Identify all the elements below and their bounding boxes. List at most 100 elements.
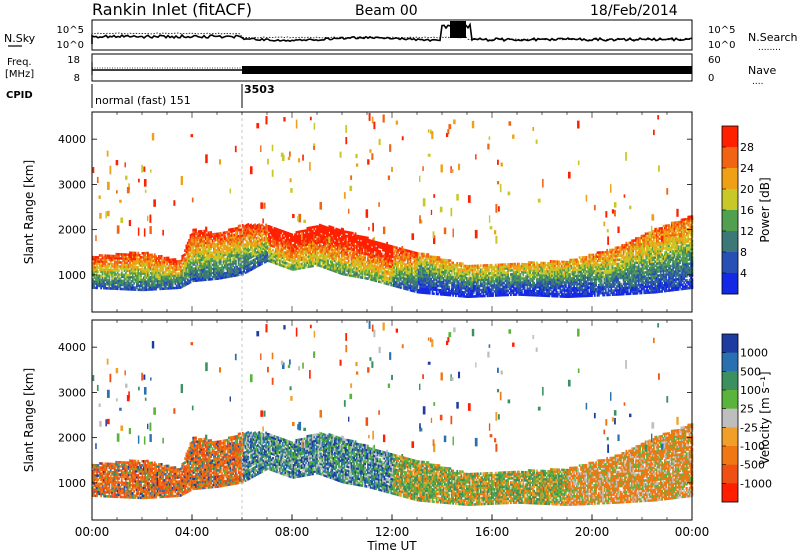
power-cell	[250, 233, 252, 237]
power-cell	[246, 252, 248, 255]
power-cell	[114, 271, 116, 274]
power-cell	[96, 286, 98, 290]
power-cell	[97, 270, 100, 273]
power-cell	[199, 256, 202, 260]
power-cell	[217, 257, 219, 260]
power-cell	[126, 259, 129, 263]
power-cell	[217, 238, 219, 242]
power-cell	[239, 238, 241, 242]
power-cell	[252, 226, 255, 229]
power-cell	[93, 282, 96, 285]
power-cell	[120, 273, 123, 277]
power-cell	[125, 253, 127, 256]
power-cell	[188, 259, 191, 262]
power-cell	[104, 264, 107, 268]
power-cell	[101, 264, 104, 268]
power-cell	[111, 275, 114, 278]
power-cell	[218, 260, 221, 264]
power-cell	[119, 253, 122, 256]
power-cell	[379, 250, 382, 253]
power-cell	[156, 273, 159, 277]
power-cell	[217, 250, 219, 254]
power-cell	[230, 250, 233, 253]
power-cell	[185, 262, 188, 266]
power-cell	[158, 279, 160, 283]
power-cell	[123, 263, 126, 266]
power-cell	[170, 276, 173, 280]
power-cell	[148, 257, 151, 261]
power-cell	[116, 254, 119, 258]
power-cell	[208, 247, 211, 251]
power-cell	[163, 258, 166, 262]
power-cell	[204, 241, 207, 245]
power-cell	[248, 242, 251, 246]
power-cell	[204, 233, 207, 237]
power-cell	[162, 279, 164, 282]
power-cell	[221, 242, 224, 245]
power-cell	[193, 269, 196, 272]
power-cell	[162, 258, 164, 262]
power-cell	[195, 269, 197, 272]
power-cell	[218, 250, 221, 254]
power-cell	[123, 279, 126, 283]
power-cell	[225, 259, 228, 263]
power-cell	[144, 260, 147, 263]
power-cell	[207, 259, 210, 263]
power-cell	[108, 256, 111, 260]
power-cell	[111, 279, 114, 282]
power-cell	[151, 273, 153, 277]
power-cell	[92, 272, 94, 275]
power-cell	[226, 267, 229, 271]
power-cell	[254, 249, 257, 253]
power-cell	[129, 286, 131, 289]
power-cell	[125, 255, 127, 258]
power-cell	[232, 246, 235, 249]
power-cell	[213, 263, 215, 267]
power-cell	[111, 285, 114, 288]
power-cell	[137, 276, 140, 279]
power-cell	[218, 268, 221, 272]
power-cell	[175, 260, 178, 263]
power-cell	[115, 256, 118, 260]
power-cell	[251, 233, 254, 236]
power-cell	[96, 274, 98, 277]
power-cell	[92, 282, 94, 285]
power-cell	[225, 275, 228, 279]
power-cell	[204, 270, 207, 273]
power-cell	[136, 261, 138, 265]
power-cell	[195, 271, 197, 274]
power-cell	[229, 264, 232, 268]
power-cell	[199, 236, 202, 239]
power-cell	[186, 274, 189, 277]
power-cell	[153, 261, 156, 265]
power-cell	[177, 280, 180, 283]
power-cell	[98, 262, 101, 265]
power-cell	[228, 236, 230, 240]
freq-panel: Freq. [MHz] 18 8 60 0 Nave ....	[5, 53, 776, 87]
power-cell	[232, 229, 235, 233]
power-cell	[108, 254, 111, 258]
power-cell	[156, 263, 159, 266]
power-cell	[235, 270, 237, 273]
power-cell	[129, 259, 131, 263]
power-cell	[237, 245, 240, 248]
power-cell	[252, 244, 255, 248]
power-cell	[200, 246, 203, 249]
power-cell	[224, 231, 226, 234]
power-cell	[136, 253, 138, 257]
power-cell	[401, 245, 404, 249]
power-cell	[251, 265, 254, 269]
power-cell	[225, 271, 228, 275]
power-cell	[120, 257, 123, 260]
power-cell	[207, 272, 210, 275]
power-cell	[119, 267, 122, 270]
power-cell	[114, 283, 116, 286]
power-cell	[125, 285, 127, 289]
power-cell	[140, 270, 142, 273]
power-cell	[170, 258, 173, 262]
power-cell	[133, 267, 136, 271]
power-cell	[229, 242, 232, 246]
power-cell	[120, 255, 123, 258]
power-cell	[208, 274, 211, 277]
power-cell	[107, 274, 109, 278]
